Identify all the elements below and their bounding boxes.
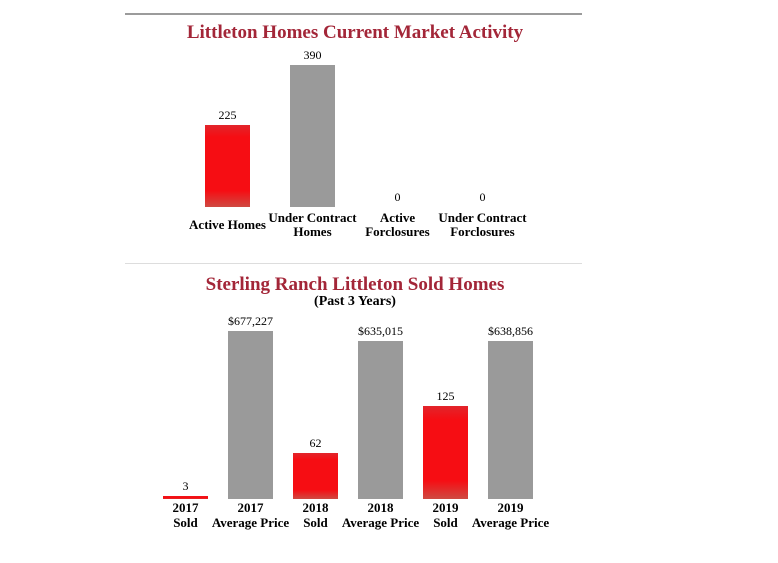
section-divider [125, 263, 582, 264]
category-label: Under Contract Homes [268, 209, 357, 239]
category-label: Active Forclosures [365, 209, 430, 239]
bar [358, 341, 403, 499]
category-label: Under Contract Forclosures [438, 209, 527, 239]
chart1-category-labels: Active Homes Under Contract Homes Active For… [185, 209, 527, 240]
category-label: 2019 Sold [432, 500, 459, 530]
chart-column: 0 [355, 47, 440, 207]
category-label: 2017 Sold [172, 500, 199, 530]
bar [228, 331, 273, 499]
chart2-category-labels: 2017 Sold 2017 Average Price 2018 Sold 2018 Ave… [153, 500, 550, 530]
chart-column: 62 [283, 309, 348, 499]
bar-value-label: $638,856 [488, 324, 533, 338]
chart2-subtitle: (Past 3 Years) [314, 294, 396, 309]
chart2-bars: 3 $677,227 62 $635,015 125 $638,856 [153, 309, 543, 499]
bar [293, 453, 338, 499]
chart1-bars: 225 390 0 0 [185, 47, 525, 207]
bar-value-label: 3 [182, 479, 189, 493]
chart-column: $635,015 [348, 309, 413, 499]
bar [163, 496, 208, 499]
bar [205, 125, 250, 207]
bar-value-label: 125 [436, 389, 455, 403]
bar [488, 341, 533, 499]
chart-column: 125 [413, 309, 478, 499]
chart2-title: Sterling Ranch Littleton Sold Homes [205, 274, 505, 295]
category-label: 2019 Average Price [471, 500, 550, 530]
bar [290, 65, 335, 207]
chart-column: 0 [440, 47, 525, 207]
chart1-title: Littleton Homes Current Market Activity [186, 22, 524, 43]
top-divider [125, 13, 582, 15]
bar [423, 406, 468, 499]
chart-column: $638,856 [478, 309, 543, 499]
chart-column: $677,227 [218, 309, 283, 499]
bar-value-label: 225 [218, 108, 237, 122]
chart-column: 3 [153, 309, 218, 499]
bar-value-label: $677,227 [228, 314, 273, 328]
bar-value-label: 390 [303, 48, 322, 62]
bar-value-label: 0 [479, 190, 486, 204]
bar-value-label: 62 [309, 436, 322, 450]
bar-value-label: 0 [394, 190, 401, 204]
category-label: 2018 Sold [302, 500, 329, 530]
category-label: 2017 Average Price [211, 500, 290, 530]
chart-column: 390 [270, 47, 355, 207]
category-label: Active Homes [189, 216, 266, 232]
category-label: 2018 Average Price [341, 500, 420, 530]
chart-column: 225 [185, 47, 270, 207]
bar-value-label: $635,015 [358, 324, 403, 338]
